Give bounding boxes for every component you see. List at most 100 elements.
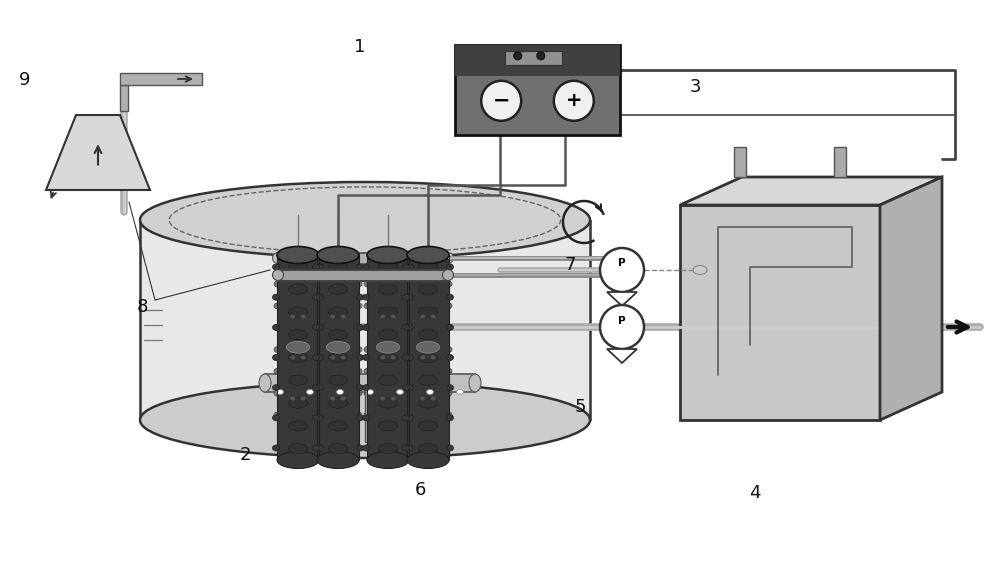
Ellipse shape <box>421 378 426 382</box>
Ellipse shape <box>314 325 321 331</box>
Bar <box>364 392 376 442</box>
Ellipse shape <box>259 374 271 392</box>
Bar <box>367 255 409 460</box>
Ellipse shape <box>315 303 322 309</box>
Ellipse shape <box>289 367 307 376</box>
Ellipse shape <box>289 352 307 363</box>
Ellipse shape <box>289 412 307 420</box>
Ellipse shape <box>355 390 362 396</box>
Ellipse shape <box>405 303 412 309</box>
Ellipse shape <box>445 281 452 287</box>
Ellipse shape <box>306 389 314 394</box>
Ellipse shape <box>367 247 409 263</box>
Ellipse shape <box>379 352 397 363</box>
Ellipse shape <box>289 421 307 431</box>
Ellipse shape <box>426 389 434 394</box>
Ellipse shape <box>315 281 322 287</box>
Ellipse shape <box>445 303 452 309</box>
Ellipse shape <box>329 284 347 294</box>
Bar <box>318 272 358 427</box>
Ellipse shape <box>329 261 347 271</box>
Ellipse shape <box>405 347 412 352</box>
Ellipse shape <box>420 397 425 401</box>
Polygon shape <box>607 292 637 306</box>
Ellipse shape <box>290 315 295 319</box>
Ellipse shape <box>367 451 409 469</box>
Ellipse shape <box>381 347 386 351</box>
Ellipse shape <box>481 81 521 121</box>
Ellipse shape <box>377 336 399 347</box>
Ellipse shape <box>318 264 358 279</box>
Ellipse shape <box>420 355 425 359</box>
Bar <box>278 252 448 263</box>
Ellipse shape <box>315 412 322 418</box>
Ellipse shape <box>419 323 437 332</box>
Text: 7: 7 <box>564 256 576 274</box>
Ellipse shape <box>289 307 307 317</box>
Ellipse shape <box>274 325 281 331</box>
Ellipse shape <box>364 347 371 352</box>
Ellipse shape <box>272 415 280 421</box>
Ellipse shape <box>314 303 321 309</box>
Ellipse shape <box>272 252 284 263</box>
Ellipse shape <box>364 303 371 309</box>
Ellipse shape <box>140 382 590 458</box>
Ellipse shape <box>312 415 320 421</box>
Ellipse shape <box>272 385 280 390</box>
Ellipse shape <box>301 397 306 401</box>
Ellipse shape <box>364 281 371 287</box>
Ellipse shape <box>289 284 307 294</box>
Ellipse shape <box>356 355 364 361</box>
Bar <box>278 270 448 281</box>
Bar <box>120 85 128 111</box>
Ellipse shape <box>403 385 410 390</box>
Ellipse shape <box>272 270 284 281</box>
Ellipse shape <box>336 389 344 394</box>
Ellipse shape <box>420 315 425 319</box>
Ellipse shape <box>315 325 322 331</box>
Ellipse shape <box>379 375 397 385</box>
Ellipse shape <box>403 294 410 300</box>
Ellipse shape <box>419 261 437 271</box>
Ellipse shape <box>274 390 281 396</box>
Ellipse shape <box>291 316 296 320</box>
Ellipse shape <box>327 336 349 347</box>
Ellipse shape <box>341 315 346 319</box>
Ellipse shape <box>416 342 440 353</box>
Ellipse shape <box>329 412 347 420</box>
Ellipse shape <box>289 389 307 398</box>
Ellipse shape <box>445 347 452 352</box>
Ellipse shape <box>390 347 395 351</box>
Ellipse shape <box>446 445 454 451</box>
Ellipse shape <box>446 324 454 330</box>
Ellipse shape <box>362 294 370 300</box>
Ellipse shape <box>419 329 437 340</box>
Ellipse shape <box>379 261 397 271</box>
Ellipse shape <box>445 369 452 374</box>
Ellipse shape <box>289 323 307 332</box>
Ellipse shape <box>289 398 307 408</box>
Ellipse shape <box>341 397 346 401</box>
Ellipse shape <box>329 367 347 376</box>
Ellipse shape <box>355 369 362 374</box>
Ellipse shape <box>312 385 320 390</box>
Ellipse shape <box>330 397 335 401</box>
Ellipse shape <box>331 378 336 382</box>
Ellipse shape <box>379 278 397 288</box>
Text: +: + <box>566 91 582 110</box>
Ellipse shape <box>554 81 594 121</box>
Ellipse shape <box>316 355 324 361</box>
Polygon shape <box>607 349 637 363</box>
Ellipse shape <box>364 369 371 374</box>
Ellipse shape <box>421 316 426 320</box>
Ellipse shape <box>456 389 464 394</box>
Ellipse shape <box>314 347 321 352</box>
Ellipse shape <box>379 345 397 354</box>
Ellipse shape <box>272 294 280 300</box>
Bar <box>278 272 318 427</box>
Text: 5: 5 <box>574 398 586 416</box>
Ellipse shape <box>289 278 307 288</box>
Ellipse shape <box>404 281 411 287</box>
Ellipse shape <box>300 316 305 320</box>
Ellipse shape <box>366 389 374 394</box>
